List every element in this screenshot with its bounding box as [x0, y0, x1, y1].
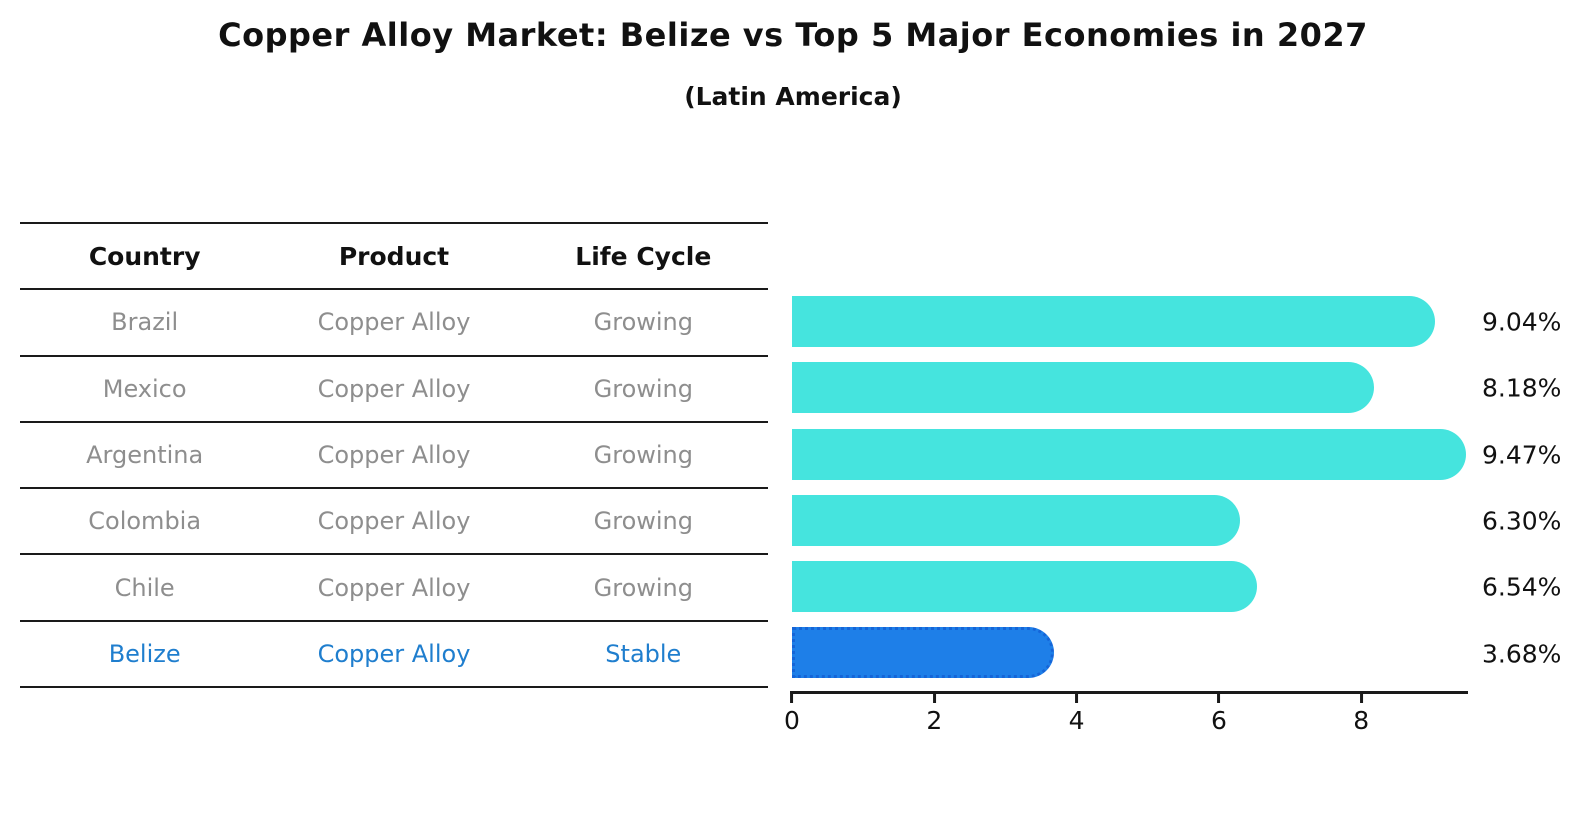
cell-product: Copper Alloy	[317, 308, 471, 337]
column-header-country: Country	[88, 241, 201, 271]
cell-product: Copper Alloy	[317, 639, 471, 668]
cell-product: Copper Alloy	[317, 374, 471, 403]
cell-country: Belize	[108, 639, 181, 668]
cell-life-cycle: Growing	[593, 573, 693, 602]
tick-mark	[1217, 694, 1221, 703]
bar-row-brazil: 9.04%	[792, 289, 1561, 355]
tick-mark	[790, 694, 794, 703]
bar-mexico	[792, 362, 1375, 414]
bar-row-mexico: 8.18%	[792, 355, 1561, 421]
cell-product: Copper Alloy	[317, 507, 471, 536]
bar-belize	[792, 627, 1054, 679]
tick-label: 2	[926, 706, 943, 735]
value-label-brazil: 9.04%	[1482, 307, 1562, 337]
value-label-mexico: 8.18%	[1482, 373, 1562, 403]
value-label-chile: 6.54%	[1482, 572, 1562, 602]
cell-country: Mexico	[102, 374, 187, 403]
x-axis-tick-8: 8	[1353, 694, 1369, 735]
value-label-belize: 3.68%	[1482, 639, 1562, 669]
cell-life-cycle: Growing	[593, 308, 693, 337]
table-row-argentina: Argentina Copper Alloy Growing	[20, 420, 768, 487]
table-header-row: Country Product Life Cycle	[20, 222, 768, 288]
tick-mark	[1359, 694, 1363, 703]
x-axis-tick-0: 0	[784, 694, 800, 735]
cell-life-cycle: Growing	[593, 507, 693, 536]
bar-argentina	[792, 428, 1466, 480]
tick-label: 4	[1068, 706, 1085, 735]
x-axis-tick-4: 4	[1069, 694, 1085, 735]
tick-mark	[1075, 694, 1079, 703]
chart-subtitle: (Latin America)	[684, 82, 902, 111]
bar-chart: 9.04% 8.18% 9.47% 6.30% 6.54% 3.68% 0	[784, 289, 1561, 735]
cell-life-cycle: Growing	[593, 374, 693, 403]
cell-product: Copper Alloy	[317, 573, 471, 602]
cell-country: Argentina	[86, 441, 204, 470]
x-axis-tick-6: 6	[1211, 694, 1227, 735]
x-axis-line	[790, 691, 1468, 694]
x-axis-tick-2: 2	[926, 694, 942, 735]
bar-row-chile: 6.54%	[792, 554, 1561, 620]
cell-life-cycle: Growing	[593, 441, 693, 470]
bar-row-argentina: 9.47%	[792, 422, 1561, 488]
cell-life-cycle: Stable	[605, 639, 682, 668]
cell-country: Chile	[114, 573, 175, 602]
bar-colombia	[792, 494, 1241, 546]
cell-product: Copper Alloy	[317, 441, 471, 470]
column-header-product: Product	[338, 241, 450, 271]
value-label-colombia: 6.30%	[1482, 506, 1562, 536]
bar-row-belize: 3.68%	[792, 620, 1561, 686]
bar-row-colombia: 6.30%	[792, 488, 1561, 554]
tick-mark	[932, 694, 936, 703]
table-row-colombia: Colombia Copper Alloy Growing	[20, 487, 768, 553]
cell-country: Colombia	[88, 507, 202, 536]
bar-chile	[792, 561, 1258, 613]
table-row-belize: Belize Copper Alloy Stable	[20, 619, 768, 686]
tick-label: 8	[1353, 706, 1370, 735]
country-table: Country Product Life Cycle Brazil Copper…	[20, 222, 768, 689]
chart-title: Copper Alloy Market: Belize vs Top 5 Maj…	[218, 16, 1368, 54]
cell-country: Brazil	[111, 308, 179, 337]
table-row-mexico: Mexico Copper Alloy Growing	[20, 354, 768, 421]
tick-label: 0	[784, 706, 800, 735]
table-row-chile: Chile Copper Alloy Growing	[20, 553, 768, 619]
tick-label: 6	[1210, 706, 1227, 735]
column-header-life-cycle: Life Cycle	[575, 241, 712, 271]
bar-brazil	[792, 296, 1436, 347]
x-axis: 0 2 4 6 8	[784, 691, 1468, 737]
table-row-brazil: Brazil Copper Alloy Growing	[20, 288, 768, 354]
value-label-argentina: 9.47%	[1482, 440, 1562, 470]
